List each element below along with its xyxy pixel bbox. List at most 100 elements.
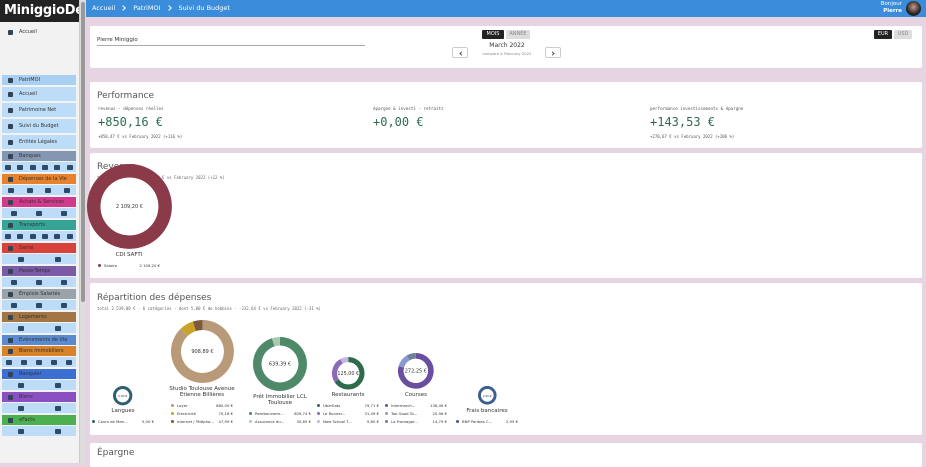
nav-group[interactable]: Transports [2,220,76,230]
nav-icon[interactable] [17,405,24,411]
legend: BNP Paribas C... 2,95 € [456,419,518,427]
nav-item[interactable]: Accueil [2,26,76,38]
nav-icon[interactable] [54,256,61,262]
nav-icon[interactable] [54,428,61,434]
nav-group[interactable]: Emplois Salariés [2,289,76,299]
breadcrumb-item[interactable]: PatriMOI [133,4,161,12]
nav-section[interactable]: PatriMOI [2,75,76,85]
nav-group[interactable]: Biens Immobiliers [2,346,76,356]
nav-icons [2,254,76,264]
nav-icon[interactable] [35,359,42,365]
nav-icon[interactable] [45,187,52,193]
entity-select[interactable]: Pierre Miniggio [97,37,365,46]
nav-icon[interactable] [5,164,12,170]
currency-usd[interactable]: USD [894,30,912,39]
nav-icons [2,426,76,436]
scrollbar[interactable] [80,0,86,463]
nav-group[interactable]: Dépenses de la Vie [2,174,76,184]
nav-icon[interactable] [29,233,36,239]
nav-item[interactable]: Accueil [2,87,76,101]
nav-icon[interactable] [54,164,61,170]
breadcrumb-item[interactable]: Accueil [92,4,116,12]
nav-group[interactable]: Santé [2,243,76,253]
sidebar: MiniggioDev Accueil PatriMOI Accueil Patrim… [0,0,80,463]
nav-icon[interactable] [35,279,42,285]
nav-icon[interactable] [26,187,33,193]
legend-label: UberEats [323,403,341,408]
icon [8,245,13,251]
avatar[interactable] [906,1,921,16]
legend-swatch [98,264,101,267]
user-box[interactable]: Bonjour Pierre [881,1,902,15]
nav-group[interactable]: Achats & Services [2,197,76,207]
donut: 125,00 € [331,356,365,389]
chart-name: Restaurants [331,392,365,398]
nav-icon[interactable] [42,233,49,239]
prev-button[interactable] [452,47,468,58]
nav-icon[interactable] [17,382,24,388]
greeting: Bonjour [880,1,902,7]
legend-amount: 609,74 € [294,411,311,416]
nav-icon[interactable] [29,164,36,170]
nav-icon[interactable] [35,302,42,308]
nav-label: Passe-Temps [19,268,51,274]
nav-group[interactable]: Biens [2,392,76,402]
chart: 5,00 € Langues Cours de Man... 5,00 € [92,385,154,427]
legend-amount: 70,18 € [218,411,234,416]
nav-group[interactable]: Passe-Temps [2,266,76,276]
period-month[interactable]: MOIS [482,30,504,39]
nav-icon[interactable] [66,164,73,170]
icon [8,268,13,274]
depenses-charts: 5,00 € Langues Cours de Man... 5,00 € 908,89… [92,315,528,427]
nav-group[interactable]: Evènements de Vie [2,335,76,345]
nav-icon[interactable] [21,359,28,365]
nav-icon[interactable] [60,210,67,216]
nav-icon[interactable] [17,164,24,170]
nav-item[interactable]: Patrimoine Net [2,103,76,117]
nav-icon[interactable] [8,187,15,193]
nav-group[interactable]: eFacts [2,415,76,425]
currency-eur[interactable]: EUR [874,30,892,39]
icon [8,176,13,182]
nav-icon[interactable] [11,210,18,216]
nav-icon[interactable] [17,233,24,239]
nav-icon[interactable] [6,359,13,365]
nav-icon[interactable] [17,325,24,331]
nav-group[interactable]: Logements [2,312,76,322]
legend-item: Internet / Télépho... 47,99 € [171,419,233,424]
nav-icon[interactable] [5,233,12,239]
nav-item[interactable]: Entités Légales [2,135,76,149]
legend-amount: 2 109,20 € [139,263,160,268]
nav-icon[interactable] [11,302,18,308]
nav-icon[interactable] [54,325,61,331]
nav-icon[interactable] [50,359,57,365]
legend-key: Internet / Télépho... [171,419,214,424]
nav-icons [2,277,76,287]
nav-icon[interactable] [63,187,70,193]
legend-label: Le Runner... [323,411,346,416]
breadcrumb-item[interactable]: Suivi du Budget [178,4,230,12]
legend-key: Electricité [171,411,196,416]
nav-icon[interactable] [54,405,61,411]
nav-icon[interactable] [65,359,72,365]
donut: 2,95 € [477,386,497,406]
nav-icon[interactable] [60,279,67,285]
nav-item[interactable]: Suivi du Budget [2,119,76,133]
next-button[interactable] [545,47,561,58]
nav-icon[interactable] [17,428,24,434]
nav-icon[interactable] [66,233,73,239]
nav-icon[interactable] [11,279,18,285]
nav-icon[interactable] [42,164,49,170]
nav-icon[interactable] [35,210,42,216]
period-year[interactable]: ANNÉE [506,30,530,39]
nav-group[interactable]: Banquier [2,369,76,379]
nav-icon[interactable] [60,302,67,308]
legend-item: Too Good To... 20,96 € [385,411,447,416]
nav-icon[interactable] [54,233,61,239]
legend-swatch [171,420,174,423]
nav-icon[interactable] [17,256,24,262]
nav-label: Transports [19,222,46,228]
nav-group[interactable]: Banques [2,151,76,161]
icon [8,417,13,423]
nav-icon[interactable] [54,382,61,388]
